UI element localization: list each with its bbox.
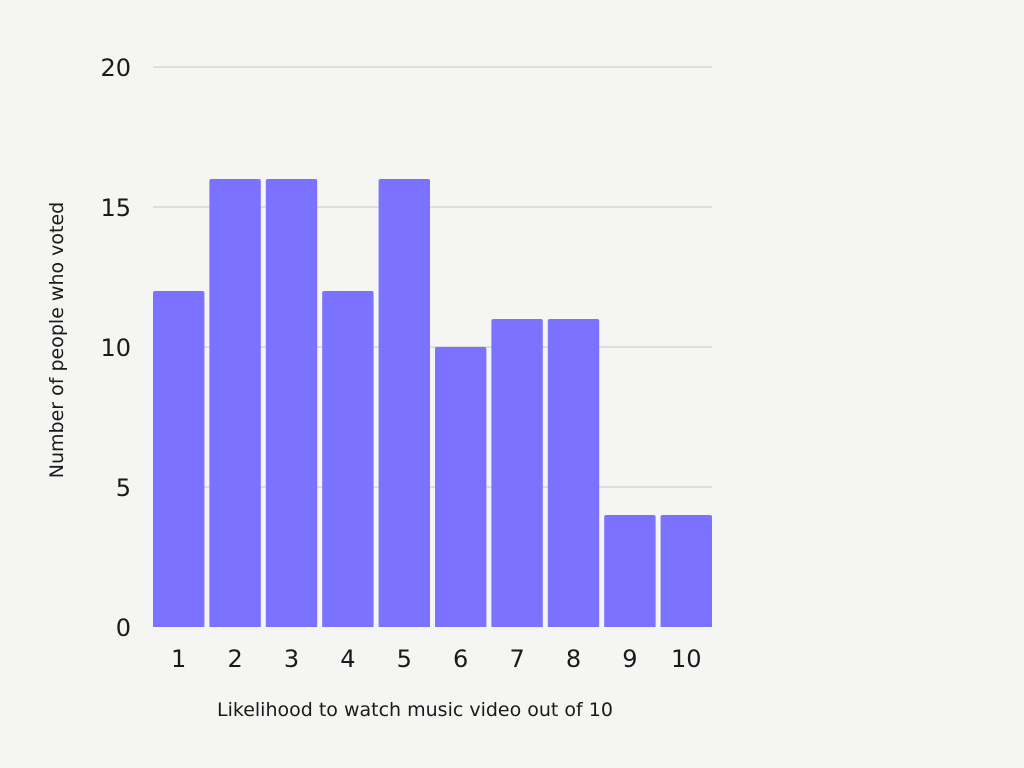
- x-tick-label: 9: [622, 645, 637, 673]
- x-tick-label: 3: [284, 645, 299, 673]
- bar-10: [660, 515, 712, 627]
- bar-6: [435, 347, 487, 627]
- bar-4: [322, 291, 374, 627]
- y-tick-label: 20: [100, 54, 131, 82]
- bar-1: [153, 291, 205, 627]
- y-tick-label: 5: [116, 474, 131, 502]
- x-axis-title: Likelihood to watch music video out of 1…: [217, 699, 613, 721]
- x-tick-label: 6: [453, 645, 468, 673]
- bar-9: [604, 515, 656, 627]
- x-tick-label: 7: [509, 645, 524, 673]
- y-tick-label: 15: [100, 194, 131, 222]
- x-tick-label: 5: [397, 645, 412, 673]
- y-tick-label: 0: [116, 614, 131, 642]
- x-tick-label: 2: [227, 645, 242, 673]
- y-axis-ticks: 0 5 10 15 20: [100, 54, 131, 642]
- x-axis-ticks: 1 2 3 4 5 6 7 8 9 10: [171, 645, 702, 673]
- bars: [153, 179, 712, 627]
- bar-7: [491, 319, 543, 627]
- bar-8: [547, 319, 600, 627]
- x-tick-label: 4: [340, 645, 355, 673]
- x-tick-label: 8: [566, 645, 581, 673]
- y-tick-label: 10: [100, 334, 131, 362]
- bar-5: [378, 179, 430, 627]
- x-tick-label: 1: [171, 645, 186, 673]
- bar-3: [265, 179, 318, 627]
- x-tick-label: 10: [671, 645, 702, 673]
- bar-2: [209, 179, 261, 627]
- y-axis-title: Number of people who voted: [46, 202, 68, 478]
